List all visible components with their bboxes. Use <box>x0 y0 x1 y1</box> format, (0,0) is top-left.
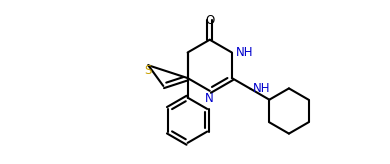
Text: N: N <box>206 92 214 105</box>
Text: S: S <box>145 64 152 77</box>
Text: NH: NH <box>236 46 254 59</box>
Text: NH: NH <box>253 82 270 95</box>
Text: O: O <box>205 14 215 27</box>
